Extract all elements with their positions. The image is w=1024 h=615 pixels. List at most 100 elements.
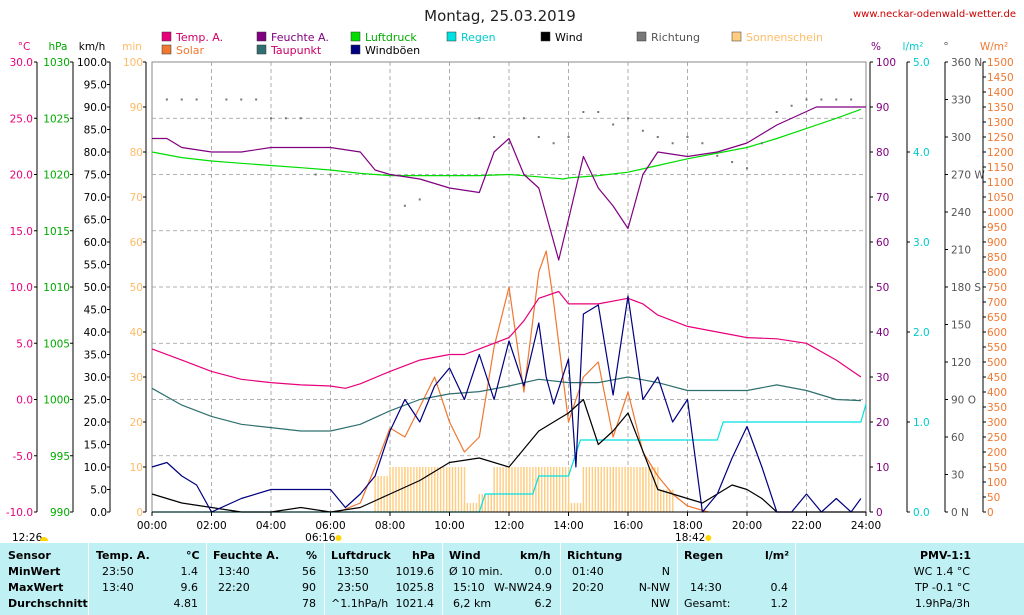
axis-label-wind-13: 35.0 [84,350,107,362]
legend-swatch-9 [731,31,742,42]
axis-label-direction-3: 270 W [951,170,985,182]
direction-point-9 [314,173,317,176]
legend-label-0: Temp. A. [175,31,223,44]
stats-max-dir-value: N-NW [638,581,670,594]
sunrise-label: 06:16 [305,532,336,543]
axis-label-humidity-5: 50 [876,282,889,294]
stats-max-wind-value: 24.9 [527,581,553,594]
legend-swatch-1 [161,44,172,55]
axis-label-wind-8: 60.0 [84,237,107,249]
axis-label-temp-3: 15.0 [10,226,33,238]
direction-point-7 [284,117,287,120]
stats-avg-press-trend: ^1.1hPa/h [331,597,389,610]
stats-max-wind-dir: W-NW [494,581,528,594]
series-line-taupunkt [151,376,861,432]
legend-label-2: Feuchte A. [271,31,329,44]
axis-label-direction-8: 120 [951,357,971,369]
axis-label-humidity-10: 0 [876,507,883,519]
series-line-regen [152,403,867,513]
axis-unit-sun: min [122,41,142,53]
direction-point-27 [686,136,689,138]
direction-point-20 [582,111,585,113]
direction-point-32 [760,142,763,145]
direction-point-19 [567,136,570,138]
stats-avg-wind-value: 6.2 [534,597,553,610]
stats-min-dir-value: N [661,565,670,578]
axis-label-direction-11: 30 [951,470,964,482]
series-line-luftdruck [151,108,862,180]
axis-label-wind-3: 85.0 [84,125,107,137]
direction-point-34 [790,104,793,107]
axis-label-wind-6: 70.0 [84,192,107,204]
axis-label-temp-4: 10.0 [10,282,33,294]
axis-label-humidity-4: 60 [876,237,889,249]
stats-header-temp-unit: °C [186,549,200,562]
legend-label-5: Windböen [365,44,420,57]
x-tick-label-2: 04:00 [256,520,286,532]
direction-point-18 [552,142,555,145]
axis-label-wind-14: 30.0 [84,372,107,384]
axis-label-pressure-4: 1010 [43,282,70,294]
direction-point-26 [671,142,674,145]
legend-swatch-5 [350,44,361,55]
axis-label-sun-8: 20 [130,417,143,429]
axis-label-solar-12: 900 [987,237,1007,249]
stats-header-rain: Regen [684,549,724,562]
legend-swatch-6 [446,31,457,42]
direction-point-13 [478,117,481,120]
axis-label-solar-7: 1150 [987,162,1014,174]
axis-label-rain-3: 2.0 [913,327,930,339]
stats-min-temp-value: 1.4 [180,565,199,578]
axis-label-solar-14: 800 [987,267,1007,279]
axis-label-sun-7: 30 [130,372,143,384]
stats-header-hum: Feuchte A. [213,549,280,562]
axis-label-rain-0: 5.0 [913,57,930,69]
direction-point-23 [627,117,629,120]
axis-label-solar-13: 850 [987,252,1007,264]
axis-label-direction-12: 0 N [951,507,969,519]
stats-header-hum-unit: % [306,549,318,562]
axis-label-pressure-3: 1015 [43,226,70,238]
stats-header-wind: Wind [449,549,481,562]
axis-label-humidity-2: 80 [876,147,889,159]
x-tick-label-3: 06:00 [315,520,345,532]
axis-label-pressure-1: 1025 [43,113,70,125]
axis-label-solar-27: 150 [987,462,1007,474]
axis-label-solar-10: 1000 [987,207,1014,219]
direction-point-17 [537,136,540,138]
axis-unit-temp: °C [18,41,31,53]
stats-min-hum-value: 56 [302,565,316,578]
direction-point-16 [522,117,525,120]
axis-label-wind-0: 100.0 [77,57,107,69]
legend-swatch-8 [636,31,647,42]
stats-min-pmv: WC 1.4 °C [913,565,970,578]
direction-point-1 [180,98,183,101]
direction-point-15 [508,142,510,145]
x-tick-label-10: 20:00 [732,520,762,532]
axis-label-solar-0: 1500 [987,57,1014,69]
stats-max-press-time: 23:50 [337,581,369,594]
axis-unit-rain: l/m² [903,41,924,53]
axis-label-temp-5: 5.0 [16,338,33,350]
axis-label-sun-2: 80 [130,147,143,159]
axis-label-sun-10: 0 [136,507,143,519]
moon-icon [40,537,48,541]
direction-point-4 [240,98,243,101]
direction-point-8 [299,117,302,120]
legend-label-1: Solar [176,44,205,57]
direction-point-6 [270,117,272,120]
site-url[interactable]: www.neckar-odenwald-wetter.de [853,9,1016,20]
stats-avg-rain-label: Gesamt: [684,597,731,610]
stats-header-temp: Temp. A. [96,549,150,562]
axis-label-wind-5: 75.0 [84,170,107,182]
axis-label-solar-25: 250 [987,432,1007,444]
axis-label-solar-30: 0 [987,507,994,519]
axis-label-sun-0: 100 [123,57,143,69]
direction-point-33 [775,111,778,113]
axis-label-solar-4: 1300 [987,117,1014,129]
axis-label-solar-29: 50 [987,492,1000,504]
axis-label-solar-3: 1350 [987,102,1014,114]
direction-point-24 [641,129,644,132]
axis-label-wind-17: 15.0 [84,440,107,452]
direction-point-22 [612,123,615,126]
